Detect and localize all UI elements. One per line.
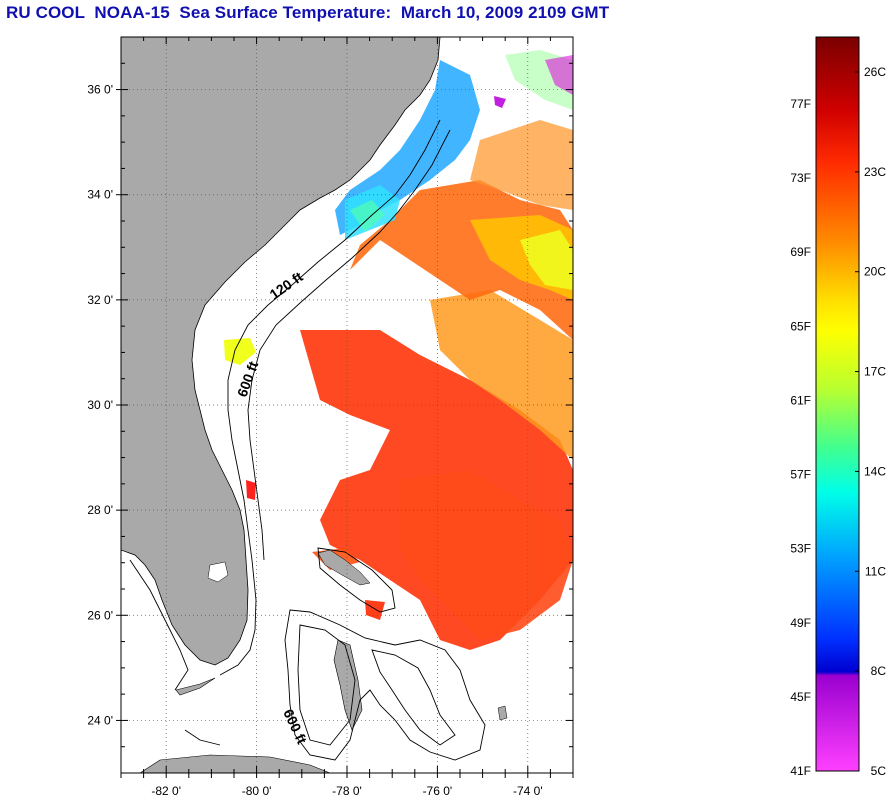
colorbar-celsius-label: 8C — [871, 664, 887, 678]
colorbar-celsius-label: 11C — [865, 564, 886, 578]
latitude-axis: 36 0' 34 0' 32 0' 30 0' 28 0' 26 0' 24 0' — [87, 36, 573, 774]
lon-tick-label: -82 0' — [151, 784, 181, 798]
colorbar-fahrenheit-label: 69F — [790, 245, 811, 259]
lon-tick-label: -78 0' — [332, 784, 362, 798]
colorbar-fahrenheit-label: 77F — [790, 97, 811, 111]
colorbar-fahrenheit-label: 73F — [790, 171, 811, 185]
colorbar-fahrenheit-label: 45F — [790, 690, 811, 704]
colorbar-celsius-label: 26C — [864, 65, 886, 79]
colorbar-fahrenheit-label: 65F — [790, 319, 811, 333]
colorbar-celsius-label: 5C — [871, 764, 887, 778]
land-bahamas — [333, 639, 363, 731]
colorbar-celsius-label: 17C — [864, 365, 886, 379]
land-us-coast — [121, 37, 441, 666]
lon-tick-label: -76 0' — [423, 784, 453, 798]
bathymetry-contours — [129, 119, 486, 761]
lat-tick-label: 28 0' — [87, 503, 113, 517]
sst-data-layer — [224, 50, 573, 650]
colorbar-celsius-label: 14C — [864, 464, 886, 478]
lon-tick-label: -80 0' — [242, 784, 272, 798]
colorbar-celsius-label: 20C — [864, 265, 886, 279]
map-title: RU COOL NOAA-15 Sea Surface Temperature:… — [6, 3, 610, 22]
lat-tick-label: 30 0' — [87, 398, 113, 412]
longitude-axis: -82 0' -80 0' -78 0' -76 0' -74 0' — [120, 37, 574, 798]
colorbar-fahrenheit-label: 41F — [790, 764, 811, 778]
lat-tick-label: 24 0' — [87, 713, 113, 727]
colorbar-celsius-scale: 26C 23C 20C 17C 14C 11C 8C 5C — [855, 65, 886, 778]
lat-tick-label: 34 0' — [87, 188, 113, 202]
colorbar-fahrenheit-label: 61F — [790, 393, 811, 407]
colorbar-fahrenheit-scale: 77F 73F 69F 65F 61F 57F 53F 49F 45F 41F — [790, 97, 811, 778]
map-plot-area — [121, 37, 573, 773]
colorbar-fahrenheit-label: 49F — [790, 616, 811, 630]
lat-lon-grid — [121, 37, 573, 773]
colorbar-gradient — [815, 36, 860, 772]
lat-tick-label: 36 0' — [87, 83, 113, 97]
colorbar-celsius-label: 23C — [864, 165, 886, 179]
temperature-colorbar: 77F 73F 69F 65F 61F 57F 53F 49F 45F 41F 26C 23C 20C… — [790, 36, 886, 778]
lat-tick-label: 26 0' — [87, 608, 113, 622]
lat-tick-label: 32 0' — [87, 293, 113, 307]
colorbar-fahrenheit-label: 53F — [790, 542, 811, 556]
lon-tick-label: -74 0' — [513, 784, 543, 798]
colorbar-fahrenheit-label: 57F — [790, 468, 811, 482]
